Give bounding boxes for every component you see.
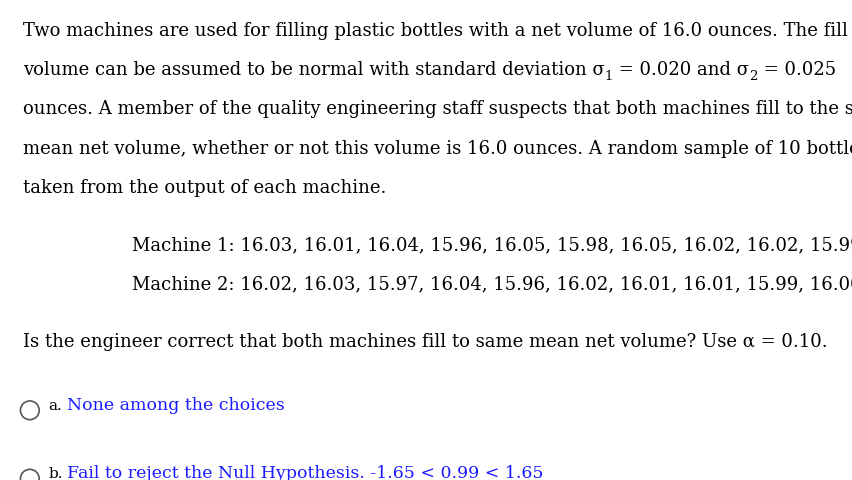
Text: Fail to reject the Null Hypothesis. -1.65 < 0.99 < 1.65: Fail to reject the Null Hypothesis. -1.6… — [67, 466, 544, 480]
Text: 2: 2 — [749, 70, 757, 83]
Text: volume can be assumed to be normal with standard deviation σ: volume can be assumed to be normal with … — [23, 61, 605, 79]
Text: b.: b. — [49, 467, 63, 480]
Text: Machine 2: 16.02, 16.03, 15.97, 16.04, 15.96, 16.02, 16.01, 16.01, 15.99, 16.00: Machine 2: 16.02, 16.03, 15.97, 16.04, 1… — [132, 276, 852, 293]
Text: ounces. A member of the quality engineering staff suspects that both machines fi: ounces. A member of the quality engineer… — [23, 100, 852, 118]
Text: Machine 1: 16.03, 16.01, 16.04, 15.96, 16.05, 15.98, 16.05, 16.02, 16.02, 15.99: Machine 1: 16.03, 16.01, 16.04, 15.96, 1… — [132, 236, 852, 254]
Text: None among the choices: None among the choices — [67, 397, 285, 414]
Text: = 0.020 and σ: = 0.020 and σ — [613, 61, 749, 79]
Text: a.: a. — [49, 398, 62, 412]
Text: mean net volume, whether or not this volume is 16.0 ounces. A random sample of 1: mean net volume, whether or not this vol… — [23, 140, 852, 157]
Text: Two machines are used for filling plastic bottles with a net volume of 16.0 ounc: Two machines are used for filling plasti… — [23, 22, 848, 40]
Text: taken from the output of each machine.: taken from the output of each machine. — [23, 179, 386, 197]
Text: Is the engineer correct that both machines fill to same mean net volume? Use α =: Is the engineer correct that both machin… — [23, 333, 827, 350]
Text: 1: 1 — [605, 70, 613, 83]
Text: = 0.025: = 0.025 — [757, 61, 836, 79]
